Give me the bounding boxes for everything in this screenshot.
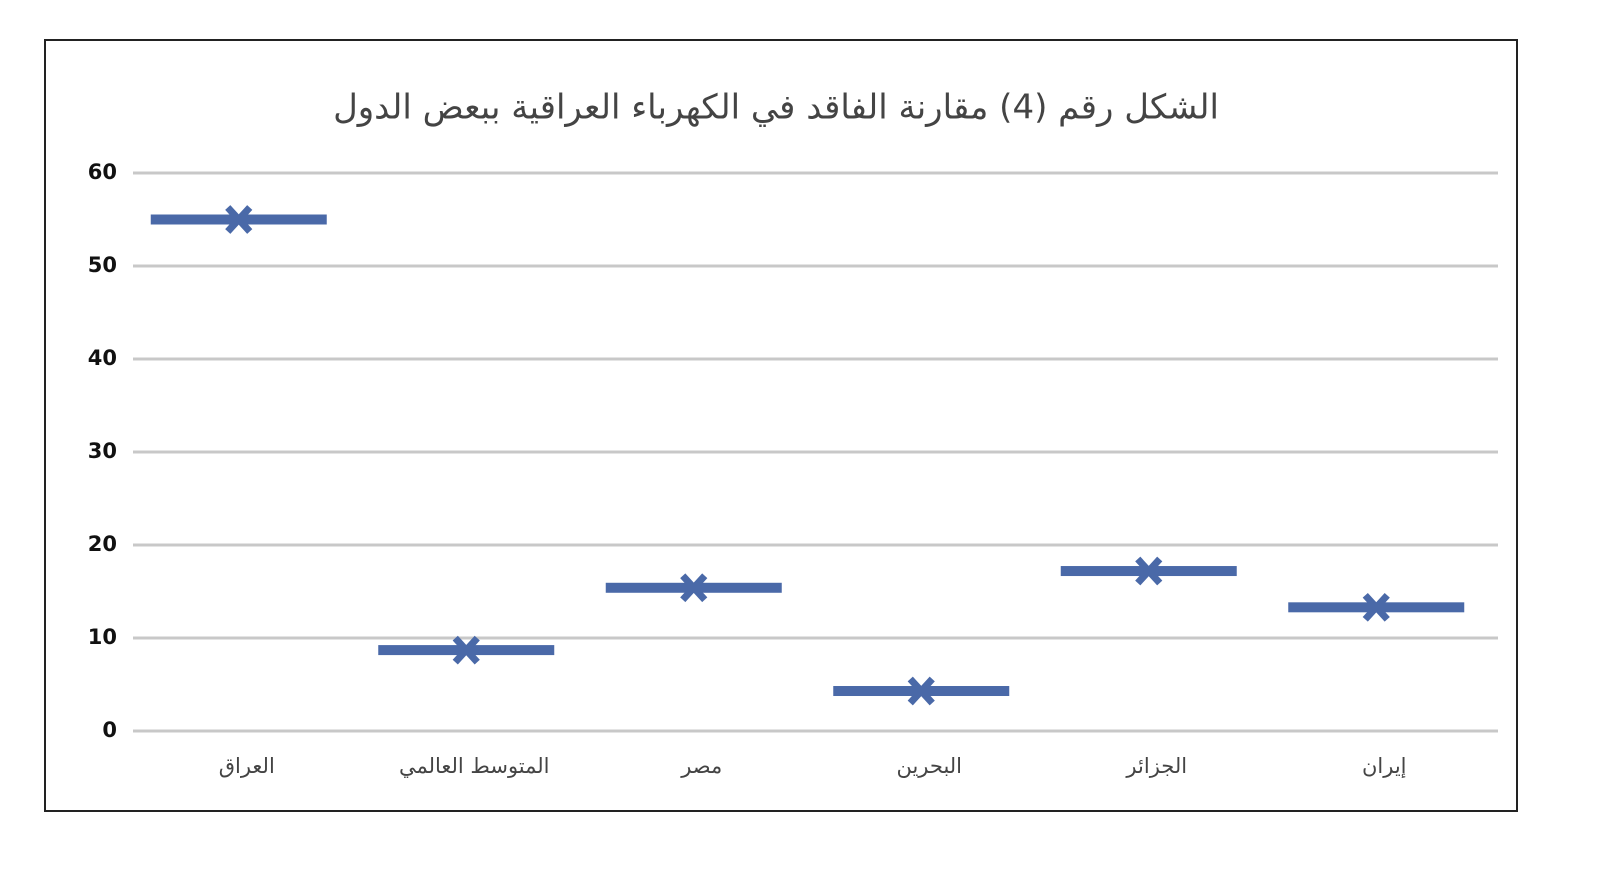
x-marker [907,676,935,706]
x-tick-label: إيران [1362,754,1407,779]
marker [605,573,782,603]
x-marker [1135,556,1163,586]
marker [833,676,1010,706]
y-tick-label: 20 [88,532,117,556]
y-tick-label: 10 [88,625,117,649]
x-marker [225,205,253,234]
x-tick-label: مصر [680,754,722,778]
y-tick-label: 50 [88,253,117,277]
marker [1288,592,1465,622]
x-tick-label: البحرين [896,754,962,778]
y-tick-label: 0 [102,718,117,742]
x-marker [1362,592,1390,622]
chart-title: الشكل رقم (4) مقارنة الفاقد في الكهرباء … [333,88,1219,128]
x-tick-label: المتوسط العالمي [399,754,550,778]
marker [378,635,555,665]
x-marker [680,573,708,603]
x-tick-label: العراق [219,754,275,778]
y-tick-label: 60 [88,160,117,184]
y-tick-label: 40 [88,346,117,370]
marker [150,205,327,234]
chart-border [44,39,1518,812]
y-tick-label: 30 [88,439,117,463]
x-marker [452,635,480,665]
x-tick-label: الجزائر [1125,754,1187,778]
marker [1060,556,1237,586]
